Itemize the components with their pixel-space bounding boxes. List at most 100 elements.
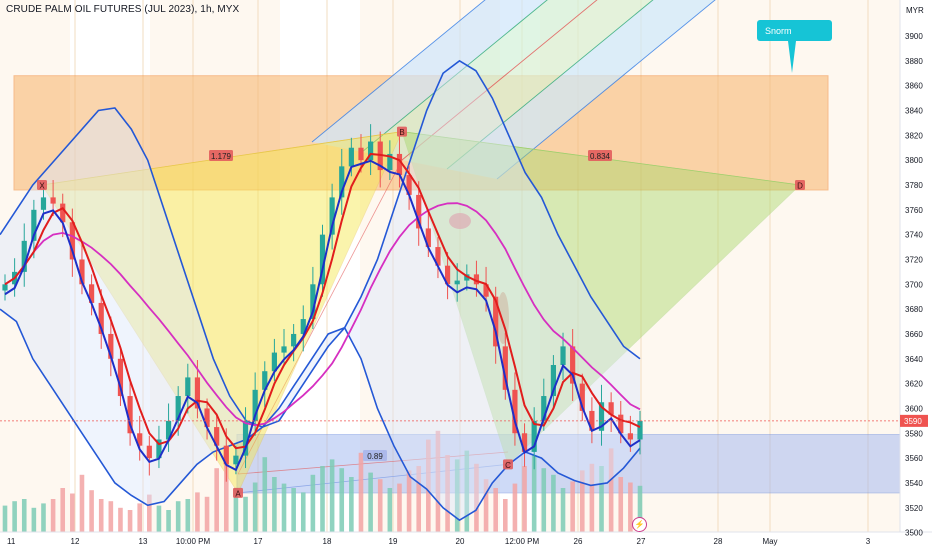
- candle: [348, 147, 354, 167]
- y-tick-label: 3560: [905, 454, 923, 463]
- candle: [502, 346, 508, 390]
- ratio-label: 1.179: [211, 152, 232, 161]
- candle: [435, 247, 441, 266]
- volume-bar: [435, 430, 441, 532]
- volume-bar: [118, 507, 123, 532]
- volume-bar: [175, 501, 181, 532]
- volume-bar: [31, 507, 37, 532]
- candle: [252, 389, 258, 421]
- pattern-point-c: [503, 459, 513, 470]
- x-tick-label: 17: [254, 537, 263, 546]
- candle: [165, 420, 172, 440]
- volume-bar: [223, 455, 229, 532]
- volume-bar: [204, 496, 210, 532]
- y-tick-label: 3800: [905, 156, 923, 165]
- candle: [175, 396, 181, 421]
- candle: [60, 203, 66, 223]
- candle: [608, 402, 614, 415]
- y-tick-label: 3880: [905, 57, 923, 66]
- sma-line: [4, 202, 641, 427]
- y-tick-label: 3640: [905, 355, 923, 364]
- volume-bar: [628, 482, 633, 532]
- y-tick-label: 3600: [905, 404, 923, 413]
- x-tick-label: 3: [866, 537, 871, 546]
- pattern-point-label: B: [399, 128, 404, 137]
- candle: [387, 153, 393, 171]
- volume-bar: [272, 477, 277, 532]
- volume-bar: [89, 490, 94, 532]
- y-tick-label: 3840: [905, 106, 923, 115]
- volume-bar: [233, 488, 239, 532]
- x-tick-label: 10:00 PM: [176, 537, 211, 546]
- pitchfork-band: [447, 0, 715, 179]
- volume-bar: [98, 499, 104, 532]
- y-tick-label: 3780: [905, 181, 923, 190]
- volume-bar: [531, 455, 537, 532]
- volume-bar: [79, 474, 85, 532]
- bollinger-upper-band: [0, 59, 641, 428]
- volume-bar: [474, 463, 479, 532]
- candle: [2, 284, 8, 291]
- pitchfork-band: [402, 0, 653, 169]
- candle: [319, 234, 326, 285]
- volume-bar: [252, 482, 258, 532]
- x-tick-label: May: [762, 537, 777, 546]
- currency-label: MYR: [906, 6, 924, 15]
- candle: [483, 284, 489, 297]
- volume-bar: [310, 474, 316, 532]
- candle: [358, 147, 364, 161]
- candle: [194, 377, 201, 409]
- candle: [146, 445, 152, 459]
- candle: [291, 333, 297, 347]
- candle: [464, 274, 470, 281]
- pitchfork-line: [401, 0, 598, 161]
- candle: [473, 274, 480, 285]
- volume-bar: [262, 457, 268, 532]
- candle: [627, 433, 633, 440]
- volume-bar: [637, 485, 643, 532]
- y-tick-label: 3740: [905, 231, 923, 240]
- volume-bar: [147, 494, 152, 532]
- volume-bar: [300, 492, 306, 532]
- volume-bar: [2, 505, 8, 532]
- pattern-point-d: [795, 179, 805, 190]
- candle: [242, 420, 249, 456]
- time-axis: [0, 532, 932, 550]
- volume-bar: [483, 479, 489, 532]
- pitchfork-line: [311, 0, 486, 143]
- volume-bar: [445, 455, 450, 532]
- volume-bar: [127, 510, 133, 532]
- x-tick-label: 27: [637, 537, 646, 546]
- candle: [281, 346, 287, 353]
- chart-title: CRUDE PALM OIL FUTURES (JUL 2023), 1h, M…: [6, 4, 240, 15]
- y-tick-label: 3520: [905, 504, 923, 513]
- volume-bar: [156, 505, 162, 532]
- volume-bar: [426, 439, 431, 532]
- volume-bar: [599, 466, 604, 532]
- ratio-label: 0.89: [367, 452, 383, 461]
- candle: [21, 240, 27, 272]
- y-tick-label: 3700: [905, 280, 923, 289]
- y-tick-label: 3720: [905, 255, 923, 264]
- volume-bar: [12, 501, 17, 532]
- pitchfork-handle: [237, 451, 509, 475]
- lightning-icon[interactable]: ⚡: [632, 517, 647, 532]
- y-tick-label: 3580: [905, 429, 923, 438]
- volume-bar: [214, 468, 219, 532]
- volume-bar: [195, 492, 200, 532]
- y-tick-label: 3500: [905, 529, 923, 538]
- pattern-point-label: X: [39, 181, 45, 190]
- bollinger-lower-band: [0, 308, 641, 522]
- candle: [117, 358, 124, 397]
- snorm-callout: [757, 20, 832, 41]
- volume-bar: [541, 468, 547, 532]
- y-tick-label: 3620: [905, 380, 923, 389]
- candle: [223, 445, 229, 465]
- candle: [88, 284, 95, 303]
- candle: [137, 433, 143, 446]
- candle: [31, 209, 37, 241]
- candle: [233, 455, 239, 465]
- volume-bar: [570, 481, 575, 532]
- candle: [329, 197, 335, 235]
